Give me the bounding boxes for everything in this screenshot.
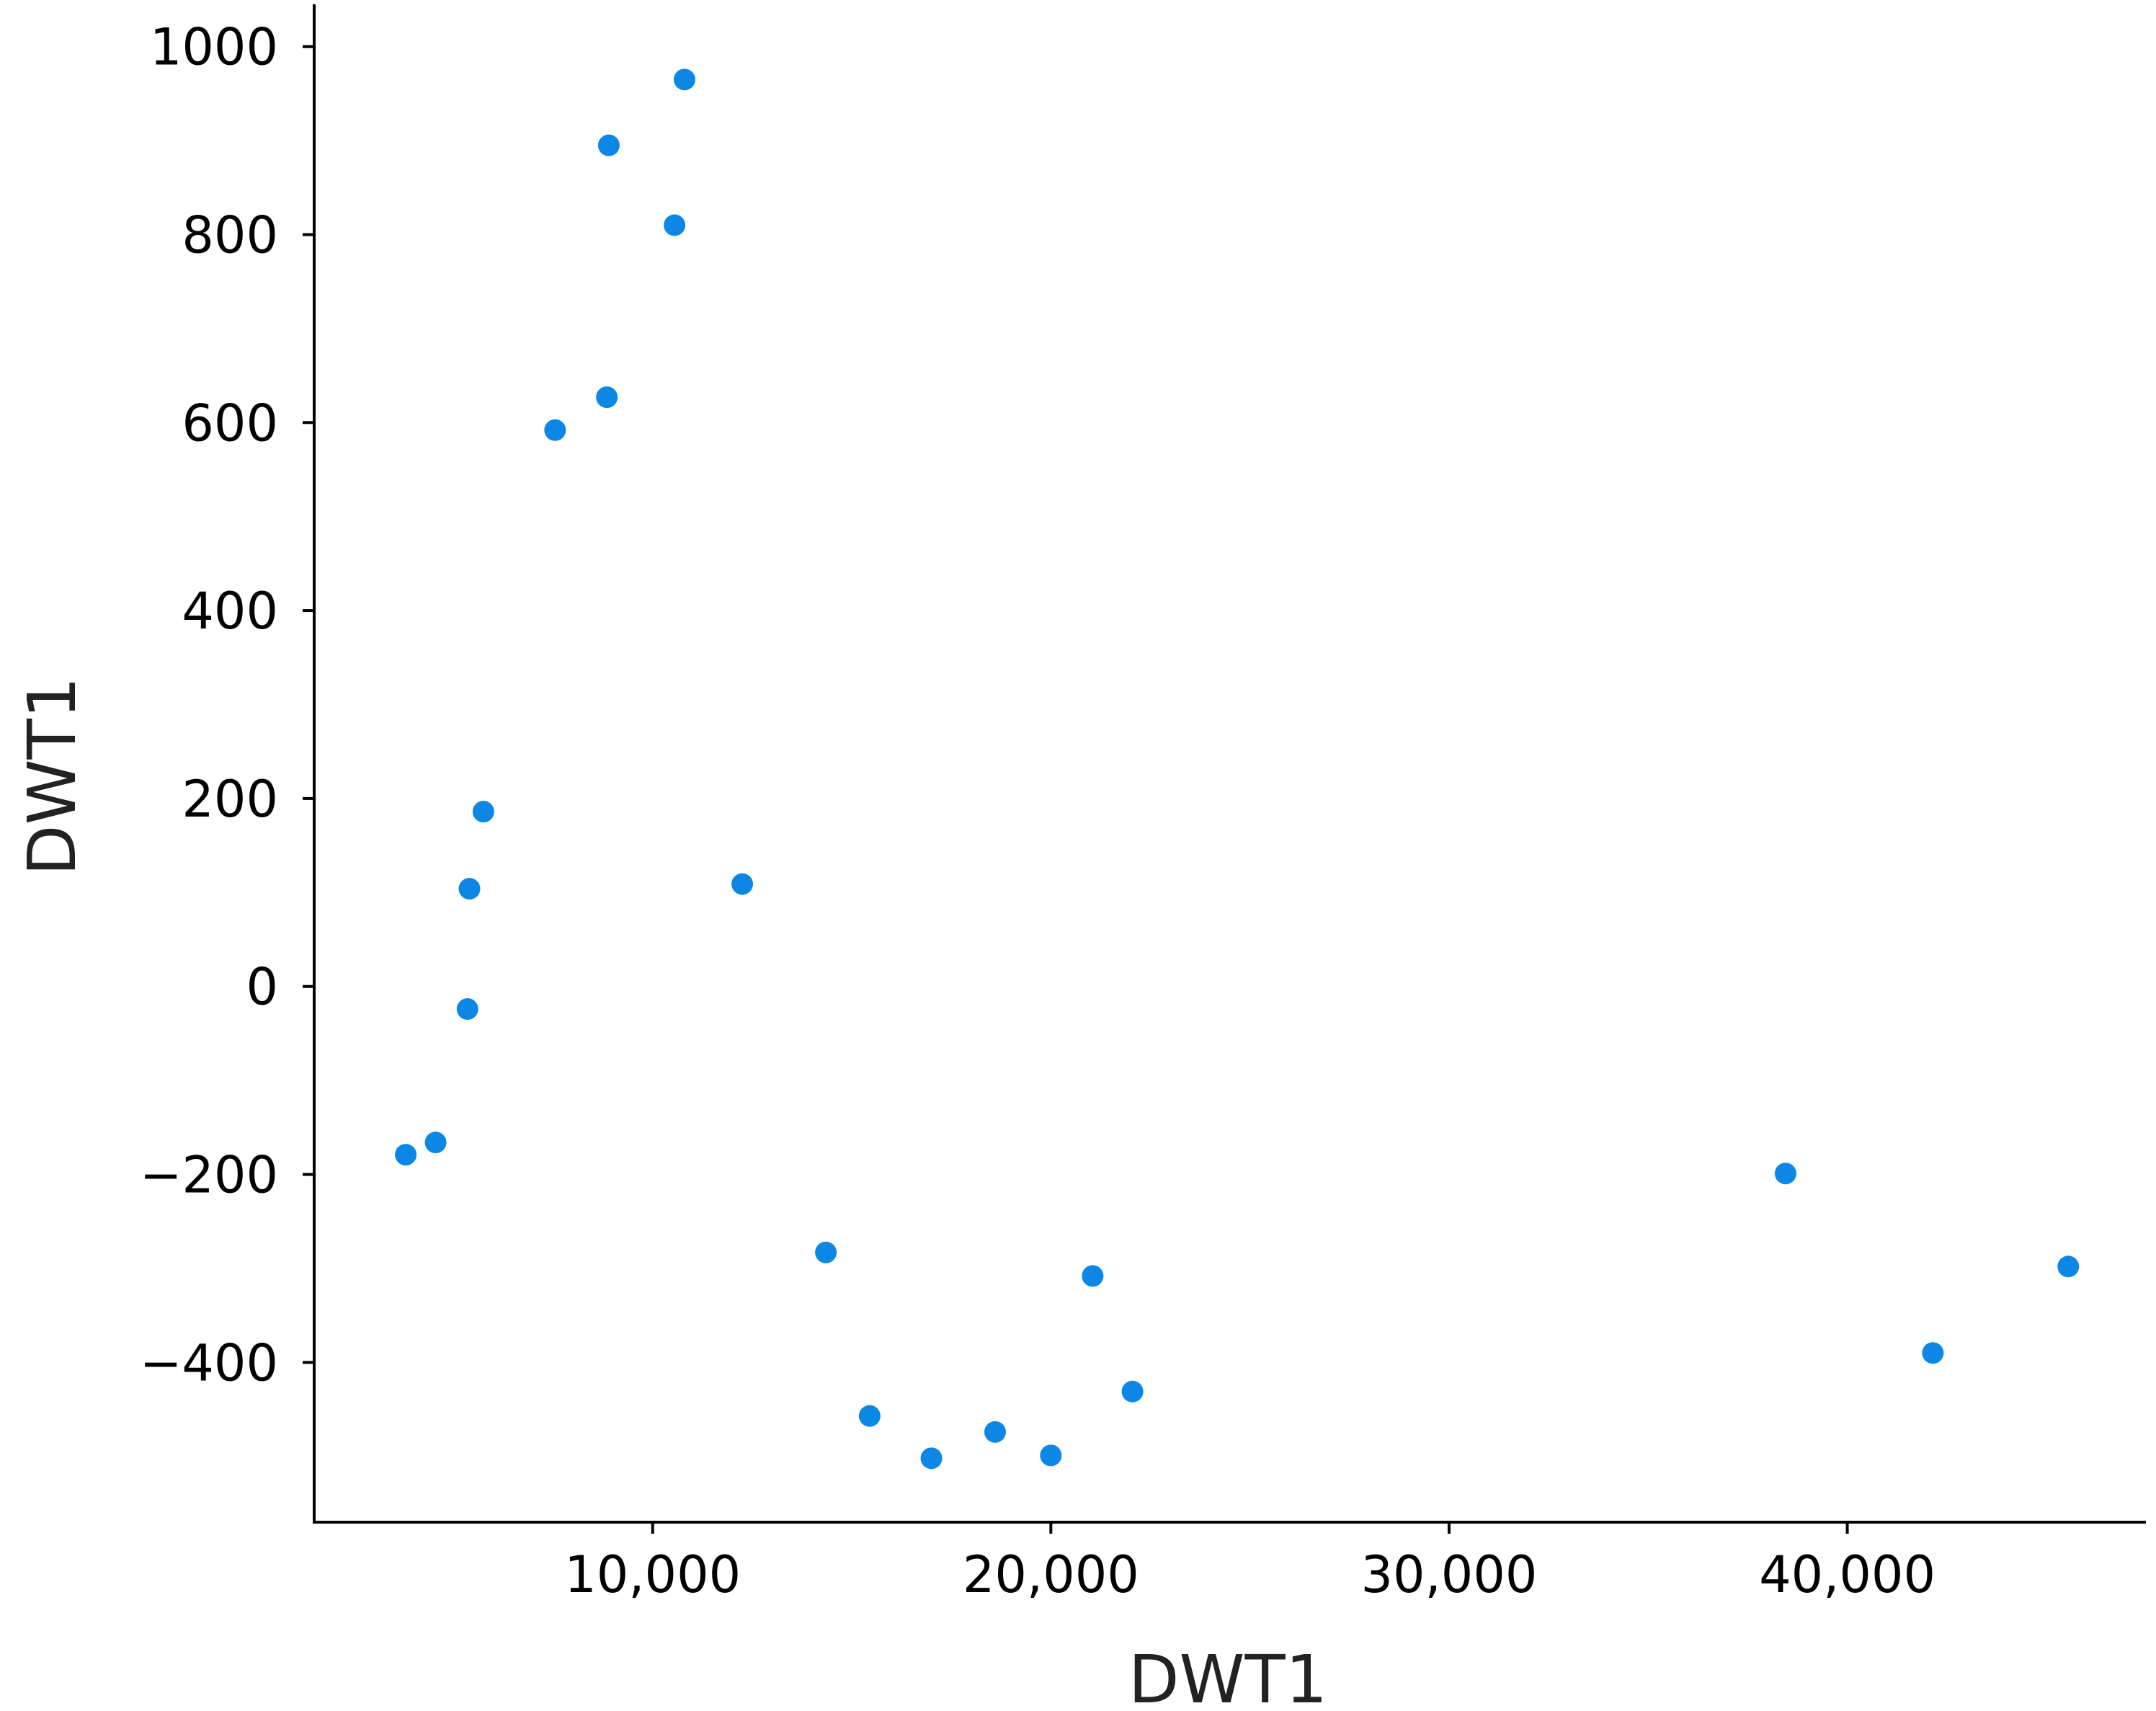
data-point (395, 1144, 417, 1166)
data-point (456, 998, 478, 1021)
data-point (815, 1241, 837, 1263)
data-point (472, 801, 494, 823)
y-tick-label: 600 (182, 394, 278, 453)
y-axis-ticks: 1000 800 600 400 200 0 −200 −400 (140, 18, 314, 1392)
x-tick-label: 30,000 (1360, 1545, 1537, 1604)
data-point (984, 1421, 1006, 1443)
data-point (1922, 1342, 1944, 1364)
x-tick-label: 40,000 (1759, 1545, 1936, 1604)
y-axis-title: DWT1 (14, 677, 91, 876)
x-tick-label: 10,000 (564, 1545, 741, 1604)
x-tick-label: 20,000 (963, 1545, 1139, 1604)
data-point (544, 419, 566, 441)
data-point (673, 68, 695, 91)
y-tick-label: 800 (182, 205, 278, 265)
y-tick-label: 200 (182, 770, 278, 829)
data-point (2057, 1256, 2080, 1278)
y-tick-label: 400 (182, 582, 278, 641)
data-point (1040, 1444, 1062, 1467)
x-axis-title: DWT1 (1128, 1641, 1328, 1711)
data-point (920, 1447, 943, 1470)
data-point (1121, 1380, 1144, 1403)
data-point (1774, 1163, 1796, 1185)
data-point (858, 1405, 881, 1427)
y-tick-label: −400 (140, 1333, 278, 1392)
data-points (395, 68, 2080, 1470)
data-point (458, 878, 481, 900)
data-point (664, 214, 686, 236)
data-point (424, 1132, 447, 1154)
data-point (596, 386, 618, 409)
y-tick-label: −200 (140, 1146, 278, 1205)
x-axis-ticks: 10,000 20,000 30,000 40,000 (564, 1522, 1936, 1604)
y-tick-label: 1000 (150, 18, 278, 77)
y-tick-label: 0 (246, 958, 278, 1017)
data-point (597, 134, 620, 156)
data-point (731, 873, 754, 895)
data-point (1082, 1265, 1104, 1287)
